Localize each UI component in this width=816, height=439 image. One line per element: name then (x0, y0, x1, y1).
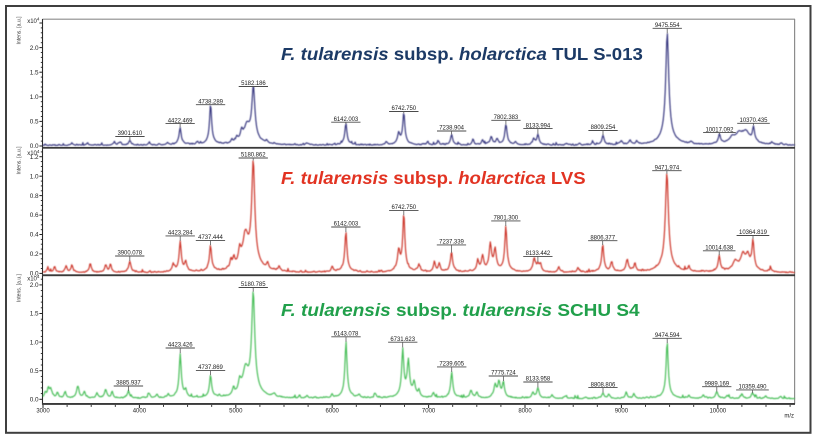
svg-text:3885.937: 3885.937 (116, 381, 141, 387)
svg-text:6742.750: 6742.750 (391, 106, 416, 112)
svg-text:4737.869: 4737.869 (198, 365, 223, 371)
svg-text:10000: 10000 (709, 408, 726, 414)
svg-text:7000: 7000 (422, 408, 436, 414)
svg-text:F. tularensis subsp. holarctic: F. tularensis subsp. holarctica TUL S-01… (281, 45, 643, 64)
svg-text:m/z: m/z (784, 414, 794, 420)
svg-text:x104: x104 (27, 274, 40, 282)
svg-text:9989.169: 9989.169 (704, 381, 729, 387)
svg-text:1.5: 1.5 (30, 311, 39, 318)
svg-text:5180.862: 5180.862 (241, 153, 266, 159)
svg-text:0.5: 0.5 (30, 368, 39, 375)
svg-text:4000: 4000 (133, 408, 147, 414)
svg-text:1.0: 1.0 (30, 94, 39, 101)
svg-text:6142.003: 6142.003 (334, 117, 359, 123)
svg-text:9000: 9000 (615, 408, 629, 414)
svg-text:x104: x104 (27, 149, 40, 157)
svg-text:1.5: 1.5 (30, 69, 39, 76)
svg-text:0.8: 0.8 (30, 193, 39, 200)
svg-text:Intens. [a.u.]: Intens. [a.u.] (16, 16, 22, 45)
svg-text:1.0: 1.0 (30, 339, 39, 346)
svg-text:7802.383: 7802.383 (494, 115, 519, 121)
svg-text:3000: 3000 (36, 408, 50, 414)
svg-text:7775.724: 7775.724 (491, 371, 516, 377)
svg-text:8808.806: 8808.806 (591, 382, 616, 388)
svg-text:0.6: 0.6 (30, 212, 39, 219)
svg-text:6000: 6000 (326, 408, 340, 414)
svg-text:8133.958: 8133.958 (526, 377, 551, 383)
svg-text:0.2: 0.2 (30, 251, 39, 258)
svg-text:F. tularensis subsp. holarctic: F. tularensis subsp. holarctica LVS (281, 168, 586, 187)
svg-text:4423.284: 4423.284 (168, 231, 193, 237)
svg-text:7801.300: 7801.300 (493, 216, 518, 222)
svg-text:4422.469: 4422.469 (168, 118, 193, 124)
svg-text:10017.092: 10017.092 (705, 127, 734, 133)
svg-text:7238.904: 7238.904 (439, 126, 464, 132)
svg-text:3900.078: 3900.078 (117, 251, 142, 257)
svg-text:6742.750: 6742.750 (391, 205, 416, 211)
svg-text:4738.289: 4738.289 (198, 99, 223, 105)
svg-text:9471.974: 9471.974 (655, 165, 680, 171)
svg-text:9475.554: 9475.554 (655, 23, 680, 29)
svg-text:6731.623: 6731.623 (390, 337, 415, 343)
svg-text:2.0: 2.0 (30, 282, 39, 289)
svg-text:10359.490: 10359.490 (739, 385, 768, 391)
svg-text:6142.003: 6142.003 (334, 222, 359, 228)
svg-text:1.2: 1.2 (30, 154, 39, 161)
svg-text:8000: 8000 (518, 408, 532, 414)
svg-text:x104: x104 (27, 17, 40, 25)
svg-text:9474.594: 9474.594 (655, 333, 680, 339)
svg-text:7237.339: 7237.339 (439, 240, 464, 246)
svg-text:0.4: 0.4 (30, 232, 39, 239)
svg-text:5180.785: 5180.785 (241, 282, 266, 288)
svg-text:6143.078: 6143.078 (334, 332, 359, 338)
svg-text:8809.254: 8809.254 (591, 125, 616, 131)
svg-text:Intens. [a.u.]: Intens. [a.u.] (16, 273, 22, 302)
svg-text:7239.605: 7239.605 (439, 362, 464, 368)
svg-text:10014.638: 10014.638 (705, 246, 734, 252)
svg-text:0.5: 0.5 (30, 119, 39, 126)
svg-text:1.0: 1.0 (30, 173, 39, 180)
svg-text:0.0: 0.0 (30, 143, 39, 150)
svg-text:4423.426: 4423.426 (168, 343, 193, 349)
svg-text:0.0: 0.0 (30, 397, 39, 404)
svg-text:8806.377: 8806.377 (590, 235, 615, 241)
svg-text:2.0: 2.0 (30, 45, 39, 52)
svg-text:0.0: 0.0 (30, 271, 39, 278)
svg-text:F. tularensis subsp. tularensi: F. tularensis subsp. tularensis SCHU S4 (281, 300, 640, 320)
svg-text:8133.994: 8133.994 (526, 123, 551, 129)
svg-text:4737.444: 4737.444 (198, 235, 223, 241)
svg-text:Intens. [a.u.]: Intens. [a.u.] (16, 146, 22, 175)
svg-text:5000: 5000 (229, 408, 243, 414)
svg-text:10364.819: 10364.819 (739, 230, 768, 236)
svg-text:8133.442: 8133.442 (526, 251, 551, 257)
svg-text:3901.610: 3901.610 (118, 131, 143, 137)
svg-text:5182.186: 5182.186 (241, 81, 266, 87)
svg-text:10370.435: 10370.435 (740, 118, 769, 124)
